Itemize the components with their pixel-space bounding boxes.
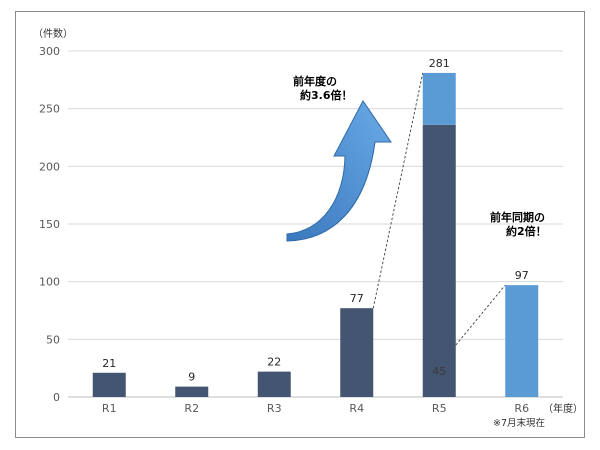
data-label-R5: 281 [429,57,450,70]
y-axis-ticks: 0 50 100 150 200 250 300 [39,45,60,404]
bars [92,72,539,398]
data-label-R3: 22 [267,356,281,369]
leader-line-r5-r6 [455,284,506,346]
data-labels: 21 9 22 77 281 97 45 [102,57,529,384]
gridlines [68,50,563,398]
y-tick-label: 50 [46,333,60,346]
data-label-R2: 9 [188,371,195,384]
bar-R2-segment-0 [175,386,209,397]
data-label-R1: 21 [102,357,116,370]
y-tick-label: 100 [39,276,60,289]
leader-line-r4-r5 [372,72,424,309]
y-tick-label: 200 [39,160,60,173]
data-label-R5-lower: 45 [432,365,446,378]
x-tick-label: R3 [267,402,282,415]
annotation-r5-line2: 約3.6倍！ [300,88,353,102]
data-label-R6: 97 [515,269,529,282]
x-tick-label: R4 [349,402,364,415]
bar-R3-segment-0 [257,371,291,397]
y-tick-label: 0 [53,391,60,404]
bar-R1-segment-0 [92,372,126,397]
data-label-R4: 77 [350,292,364,305]
y-axis-unit-label: （件数） [33,27,73,40]
y-tick-label: 250 [39,103,60,116]
growth-arrow-icon [286,100,392,242]
annotation-r5-line1: 前年度の [293,74,337,88]
y-tick-label: 300 [39,45,60,58]
bar-R6-segment-1 [505,285,539,397]
x-tick-label: R6 [514,402,529,415]
x-tick-label: R1 [102,402,117,415]
x-axis-unit-label: （年度） [543,402,583,415]
bar-R5-segment-0 [422,124,456,398]
x-axis-ticks: R1 R2 R3 R4 R5 R6 [102,402,529,415]
x-tick-label: R5 [432,402,447,415]
bar-R5-segment-1 [422,72,456,125]
bar-R4-segment-0 [340,308,374,397]
x-tick-label: R2 [184,402,199,415]
leader-lines [372,72,506,346]
footnote: ※7月末現在 [493,417,545,429]
y-tick-label: 150 [39,218,60,231]
annotation-r6-line1: 前年同期の [490,210,545,224]
annotation-r6-line2: 約2倍！ [506,224,547,238]
